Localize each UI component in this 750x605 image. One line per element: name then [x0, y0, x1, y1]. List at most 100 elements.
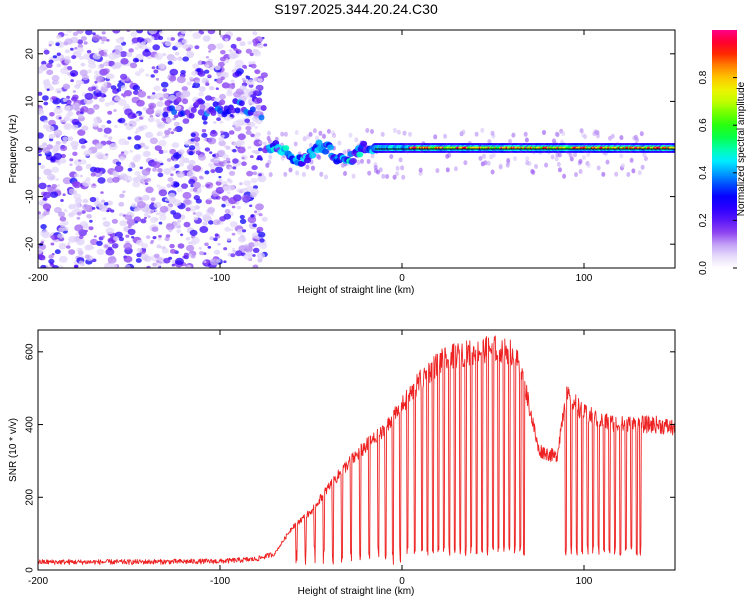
noise-blob [332, 133, 337, 138]
noise-blob [308, 131, 313, 137]
noise-blob [39, 255, 46, 261]
noise-blob [558, 167, 562, 173]
noise-blob [86, 49, 92, 54]
noise-blob [94, 201, 102, 207]
noise-blob [174, 41, 183, 48]
noise-blob [396, 129, 401, 135]
noise-blob [110, 209, 115, 213]
noise-blob [92, 53, 101, 60]
noise-blob [53, 107, 63, 115]
noise-blob [619, 153, 624, 159]
noise-blob [77, 250, 84, 256]
noise-blob [131, 37, 139, 44]
noise-blob [218, 61, 225, 68]
noise-blob [98, 48, 102, 51]
noise-blob [124, 108, 133, 116]
noise-blob [222, 153, 229, 160]
noise-blob [50, 191, 58, 198]
noise-blob [38, 182, 47, 190]
noise-blob [100, 36, 108, 42]
noise-blob [102, 68, 110, 74]
noise-blob [143, 255, 152, 262]
noise-blob [201, 77, 210, 84]
noise-blob [167, 60, 173, 65]
noise-blob [129, 62, 138, 69]
noise-blob [186, 81, 192, 86]
noise-blob [135, 258, 142, 263]
noise-blob [639, 131, 644, 137]
noise-blob [225, 157, 231, 162]
noise-blob [92, 183, 96, 186]
noise-blob [207, 43, 216, 51]
noise-blob [605, 159, 610, 165]
noise-blob [241, 156, 245, 160]
noise-blob [222, 185, 231, 192]
noise-blob [81, 125, 89, 131]
noise-blob [418, 167, 423, 173]
noise-blob [38, 201, 41, 205]
noise-blob [152, 161, 161, 169]
noise-blob [249, 155, 254, 159]
noise-blob [108, 241, 112, 245]
noise-blob [629, 157, 634, 163]
noise-blob [229, 114, 233, 117]
noise-blob [569, 156, 574, 162]
noise-blob [351, 173, 356, 179]
signal-blob [321, 148, 329, 155]
noise-blob [184, 44, 189, 49]
noise-blob [72, 31, 79, 36]
noise-blob [255, 104, 263, 111]
noise-blob [207, 30, 216, 35]
noise-blob [119, 156, 126, 161]
noise-blob [166, 158, 172, 162]
noise-blob [103, 61, 109, 67]
noise-blob [100, 199, 106, 203]
noise-blob [250, 177, 258, 184]
noise-blob [176, 229, 182, 234]
noise-blob [202, 35, 211, 42]
noise-blob [204, 242, 209, 247]
noise-blob [190, 254, 196, 259]
noise-blob [195, 79, 200, 84]
noise-blob [91, 86, 97, 91]
noise-blob [137, 37, 144, 43]
noise-blob [173, 114, 179, 119]
noise-blob [38, 66, 44, 74]
snr-series-line [38, 335, 675, 565]
noise-blob [207, 197, 211, 201]
noise-blob [229, 221, 238, 228]
snr-background [38, 330, 675, 570]
noise-blob [233, 91, 242, 98]
noise-blob [96, 240, 103, 246]
noise-blob [66, 95, 71, 99]
signal-blob [309, 152, 317, 159]
noise-blob [38, 248, 43, 254]
noise-blob [202, 213, 211, 221]
noise-blob [530, 168, 535, 174]
noise-blob [322, 133, 326, 139]
noise-blob [114, 45, 123, 52]
signal-blob [162, 111, 169, 118]
signal-blob [258, 114, 265, 121]
noise-blob [168, 127, 172, 131]
noise-blob [250, 63, 257, 69]
noise-blob [49, 112, 55, 117]
noise-blob [263, 43, 268, 47]
noise-blob [102, 82, 108, 88]
noise-blob [52, 145, 60, 151]
noise-blob [136, 247, 143, 253]
noise-blob [158, 234, 162, 238]
noise-blob [366, 159, 371, 164]
noise-blob [126, 52, 133, 58]
noise-blob [158, 31, 164, 35]
noise-blob [395, 165, 400, 171]
noise-blob [186, 170, 195, 178]
noise-blob [158, 139, 167, 147]
noise-blob [42, 197, 47, 201]
noise-blob [169, 166, 175, 171]
noise-blob [98, 97, 105, 103]
noise-blob [186, 264, 192, 268]
noise-blob [550, 154, 555, 160]
noise-blob [370, 129, 374, 134]
noise-blob [190, 184, 194, 188]
